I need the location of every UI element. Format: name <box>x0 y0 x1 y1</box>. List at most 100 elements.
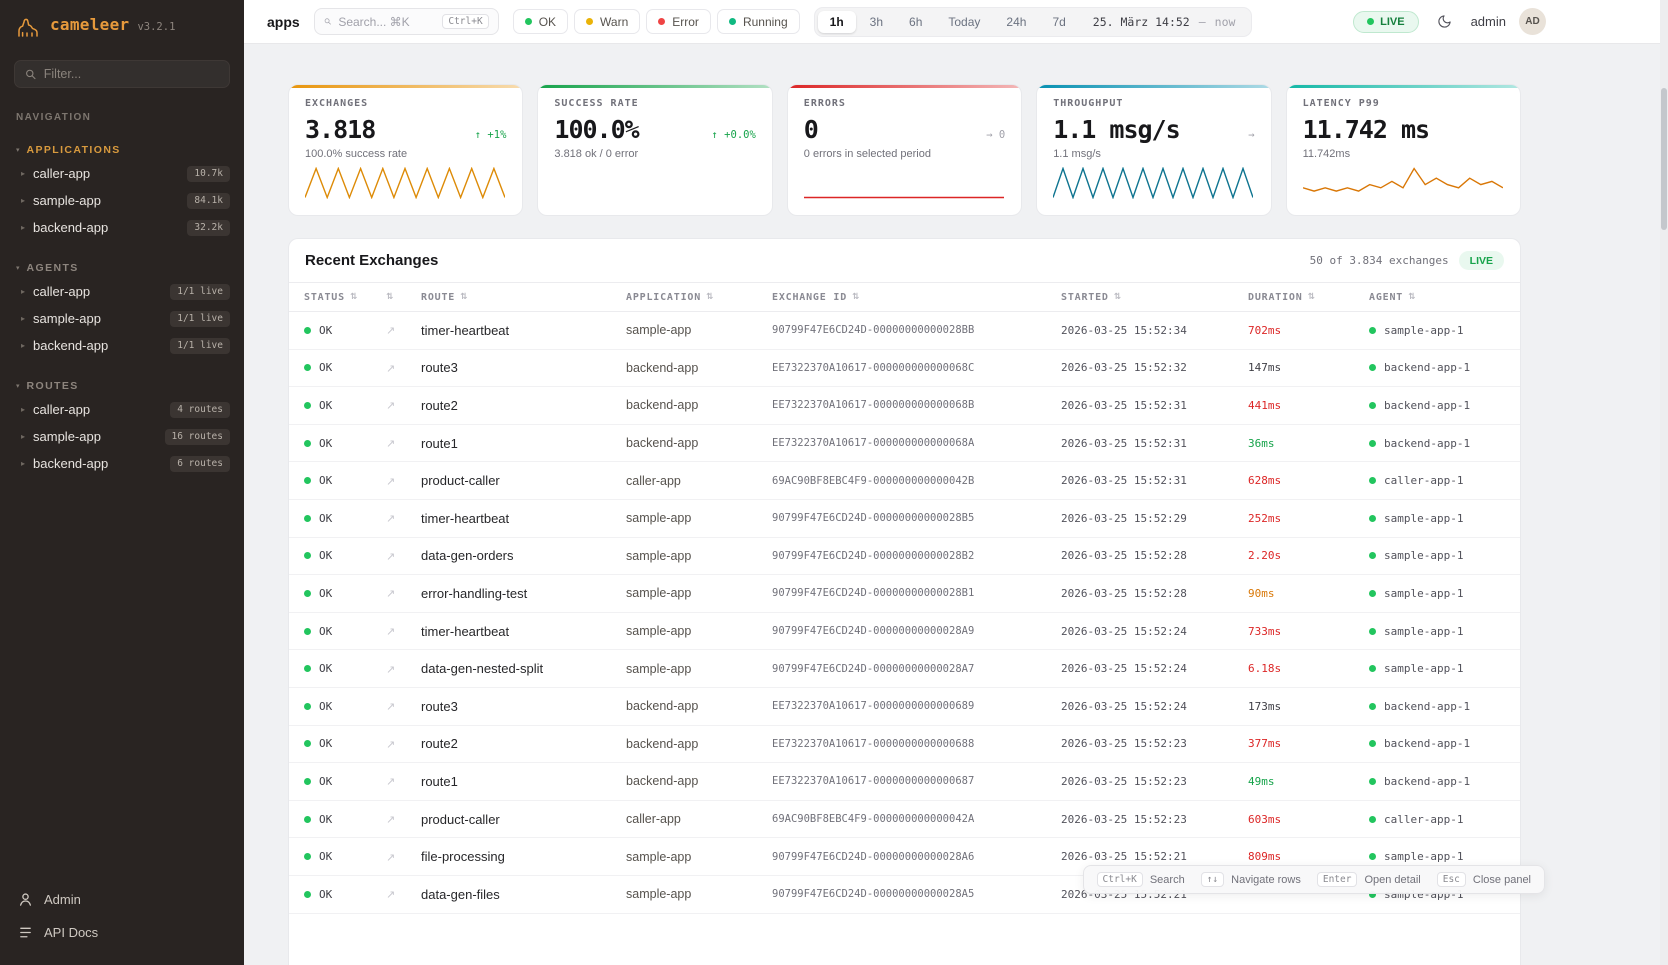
expand-cell[interactable]: ↗ <box>386 321 421 339</box>
agent-status-dot <box>1369 552 1376 560</box>
filter-input[interactable] <box>43 67 219 81</box>
scrollbar[interactable] <box>1660 0 1668 965</box>
column-header-expand[interactable]: ⇅ <box>386 292 421 302</box>
filter-chip-running[interactable]: Running <box>716 9 800 34</box>
duration-cell: 6.18s <box>1248 662 1282 676</box>
dark-mode-toggle[interactable] <box>1432 9 1458 35</box>
sidebar-item-sample-app[interactable]: ▸ sample-app 16 routes <box>0 423 244 450</box>
column-header-status[interactable]: STATUS ⇅ <box>304 292 386 303</box>
scrollbar-thumb[interactable] <box>1661 88 1667 230</box>
section-header-applications[interactable]: ▾ APPLICATIONS <box>0 140 244 160</box>
sidebar-item-caller-app[interactable]: ▸ caller-app 4 routes <box>0 396 244 423</box>
duration-cell: 90ms <box>1248 586 1275 600</box>
stat-title: EXCHANGES <box>305 98 369 109</box>
sidebar-item-caller-app[interactable]: ▸ caller-app 10.7k <box>0 160 244 187</box>
table-row[interactable]: OK ↗ route3 backend-app EE7322370A10617-0000… <box>289 350 1520 388</box>
expand-cell[interactable]: ↗ <box>386 509 421 527</box>
column-header-application[interactable]: APPLICATION ⇅ <box>626 292 772 303</box>
table-row[interactable]: OK ↗ error-handling-test sample-app 90799F47… <box>289 575 1520 613</box>
sidebar-item-caller-app[interactable]: ▸ caller-app 1/1 live <box>0 278 244 305</box>
sparkline <box>1052 166 1254 200</box>
table-live-badge[interactable]: LIVE <box>1458 251 1504 270</box>
range-button-3h[interactable]: 3h <box>858 11 895 33</box>
sidebar-item-sample-app[interactable]: ▸ sample-app 1/1 live <box>0 305 244 332</box>
section-header-routes[interactable]: ▾ ROUTES <box>0 376 244 396</box>
status-cell: OK <box>304 813 386 826</box>
sidebar-item-backend-app[interactable]: ▸ backend-app 32.2k <box>0 214 244 241</box>
search-box[interactable]: Ctrl+K <box>313 8 499 35</box>
table-row[interactable]: OK ↗ timer-heartbeat sample-app 90799F47E6CD… <box>289 500 1520 538</box>
table-row[interactable]: OK ↗ route3 backend-app EE7322370A10617-0000… <box>289 688 1520 726</box>
expand-cell[interactable]: ↗ <box>386 660 421 678</box>
app-logo[interactable]: cameleer v3.2.1 <box>0 0 244 54</box>
column-header-exchange-id[interactable]: EXCHANGE ID ⇅ <box>772 292 1061 303</box>
filter-chip-warn[interactable]: Warn <box>574 9 641 34</box>
chevron-right-icon: ▸ <box>21 287 26 296</box>
sidebar-item-api-docs[interactable]: API Docs <box>0 916 244 949</box>
range-button-6h[interactable]: 6h <box>897 11 934 33</box>
agent-cell: sample-app-1 <box>1369 587 1520 600</box>
sidebar-footer-label: Admin <box>44 892 81 907</box>
filter-chip-ok[interactable]: OK <box>512 9 569 34</box>
search-icon <box>324 18 331 25</box>
live-badge[interactable]: LIVE <box>1353 10 1419 33</box>
table-row[interactable]: OK ↗ route2 backend-app EE7322370A10617-0000… <box>289 726 1520 764</box>
range-button-today[interactable]: Today <box>936 11 992 33</box>
table-row[interactable]: OK ↗ file-processing sample-app 90799F47E6CD… <box>289 838 1520 876</box>
time-range-group: 1h 3h 6h Today 24h 7d 25. März 14:52 — now <box>813 6 1253 37</box>
column-header-duration[interactable]: DURATION ⇅ <box>1248 292 1369 303</box>
avatar[interactable]: AD <box>1519 8 1546 35</box>
table-row[interactable]: OK ↗ data-gen-orders sample-app 90799F47E6CD… <box>289 538 1520 576</box>
range-button-24h[interactable]: 24h <box>994 11 1038 33</box>
filter-chip-error[interactable]: Error <box>646 9 711 34</box>
expand-cell[interactable]: ↗ <box>386 697 421 715</box>
expand-cell[interactable]: ↗ <box>386 885 421 903</box>
column-header-agent[interactable]: AGENT ⇅ <box>1369 292 1520 303</box>
sidebar-item-backend-app[interactable]: ▸ backend-app 1/1 live <box>0 332 244 359</box>
status-label: OK <box>319 323 333 337</box>
table-row[interactable]: OK ↗ route2 backend-app EE7322370A10617-0000… <box>289 387 1520 425</box>
table-row[interactable]: OK ↗ product-caller caller-app 69AC90BF8EBC4… <box>289 801 1520 839</box>
search-input[interactable] <box>338 14 436 29</box>
range-button-1h[interactable]: 1h <box>817 10 856 33</box>
expand-cell[interactable]: ↗ <box>386 547 421 565</box>
sidebar-filter-box[interactable] <box>14 60 230 88</box>
date-range-display[interactable]: 25. März 14:52 — now <box>1080 15 1249 29</box>
application-cell: sample-app <box>626 511 692 526</box>
expand-cell[interactable]: ↗ <box>386 622 421 640</box>
sidebar-item-backend-app[interactable]: ▸ backend-app 6 routes <box>0 450 244 477</box>
agent-label: sample-app-1 <box>1384 662 1464 676</box>
status-ok-dot <box>304 552 311 560</box>
stat-value: 1.1 msg/s <box>1053 115 1180 144</box>
route-cell: data-gen-nested-split <box>421 661 544 677</box>
exchange-count-summary: 50 of 3.834 exchanges <box>1309 254 1449 267</box>
expand-cell[interactable]: ↗ <box>386 396 421 414</box>
stat-subtext: 11.742ms <box>1302 148 1351 160</box>
table-row[interactable]: OK ↗ product-caller caller-app 69AC90BF8EBC4… <box>289 462 1520 500</box>
sidebar-item-sample-app[interactable]: ▸ sample-app 84.1k <box>0 187 244 214</box>
moon-icon <box>1438 15 1451 28</box>
expand-cell[interactable]: ↗ <box>386 472 421 490</box>
expand-cell[interactable]: ↗ <box>386 359 421 377</box>
agent-cell: backend-app-1 <box>1369 399 1520 412</box>
table-row[interactable]: OK ↗ route1 backend-app EE7322370A10617-0000… <box>289 425 1520 463</box>
table-row[interactable]: OK ↗ route1 backend-app EE7322370A10617-0000… <box>289 763 1520 801</box>
expand-cell[interactable]: ↗ <box>386 735 421 753</box>
status-label: OK <box>319 361 333 375</box>
expand-cell[interactable]: ↗ <box>386 848 421 866</box>
expand-cell[interactable]: ↗ <box>386 772 421 790</box>
status-cell: OK <box>304 324 386 337</box>
table-row[interactable]: OK ↗ timer-heartbeat sample-app 90799F47E6CD… <box>289 613 1520 651</box>
column-header-started[interactable]: STARTED ⇅ <box>1061 292 1248 303</box>
expand-cell[interactable]: ↗ <box>386 810 421 828</box>
agent-status-dot <box>1369 890 1376 898</box>
table-row[interactable]: OK ↗ timer-heartbeat sample-app 90799F47E6CD… <box>289 312 1520 350</box>
column-header-route[interactable]: ROUTE ⇅ <box>421 292 626 303</box>
section-header-agents[interactable]: ▾ AGENTS <box>0 258 244 278</box>
sidebar-item-admin[interactable]: Admin <box>0 883 244 916</box>
range-button-7d[interactable]: 7d <box>1040 11 1077 33</box>
exchange-id-cell: 90799F47E6CD24D-00000000000028A6 <box>772 850 975 863</box>
expand-cell[interactable]: ↗ <box>386 434 421 452</box>
table-row[interactable]: OK ↗ data-gen-nested-split sample-app 90799F… <box>289 650 1520 688</box>
expand-cell[interactable]: ↗ <box>386 584 421 602</box>
